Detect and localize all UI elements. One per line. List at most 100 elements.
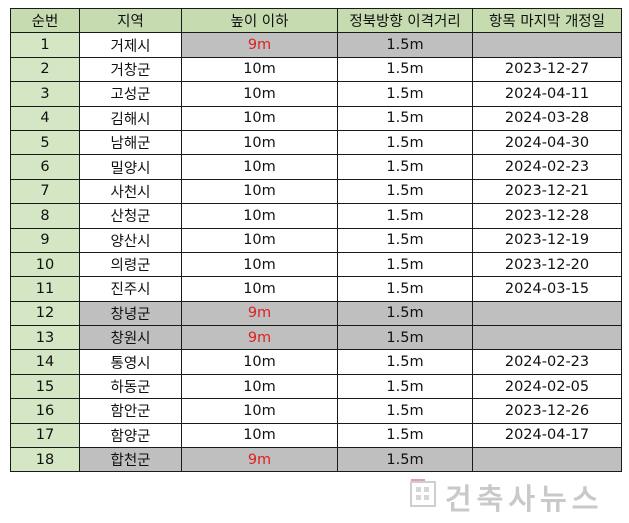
row-number: 1 (10, 32, 80, 58)
row-revision-date (472, 325, 622, 351)
row-height: 10m (181, 203, 338, 229)
row-number: 17 (10, 422, 80, 449)
row-height: 9m (181, 32, 338, 58)
row-distance: 1.5m (337, 203, 473, 229)
row-revision-date: 2023-12-21 (472, 178, 622, 205)
row-height: 10m (181, 422, 338, 449)
row-region: 김해시 (79, 105, 182, 131)
row-number: 5 (10, 129, 80, 156)
row-region: 거창군 (79, 56, 182, 83)
table-row: 6 밀양시 10m 1.5m 2024-02-23 (10, 154, 622, 180)
row-revision-date (472, 300, 622, 327)
table-row: 14 통영시 10m 1.5m 2024-02-23 (10, 349, 622, 375)
row-region: 진주시 (79, 276, 182, 302)
row-distance: 1.5m (337, 251, 473, 278)
row-revision-date: 2023-12-27 (472, 56, 622, 83)
row-distance: 1.5m (337, 447, 473, 473)
row-region: 통영시 (79, 349, 182, 375)
row-region: 합천군 (79, 447, 182, 473)
row-height: 9m (181, 447, 338, 473)
row-revision-date: 2023-12-28 (472, 203, 622, 229)
table-row: 13 창원시 9m 1.5m (10, 325, 622, 351)
row-distance: 1.5m (337, 178, 473, 205)
row-distance: 1.5m (337, 129, 473, 156)
row-height: 10m (181, 178, 338, 205)
row-region: 하동군 (79, 373, 182, 400)
row-revision-date: 2024-04-17 (472, 422, 622, 449)
table-row: 10 의령군 10m 1.5m 2023-12-20 (10, 251, 622, 278)
header-distance: 정북방향 이격거리 (337, 7, 473, 34)
watermark: 건축사뉴스 (409, 476, 619, 516)
row-region: 밀양시 (79, 154, 182, 180)
row-height: 10m (181, 56, 338, 83)
row-region: 사천시 (79, 178, 182, 205)
header-region: 지역 (79, 7, 182, 34)
row-height: 10m (181, 81, 338, 107)
row-number: 14 (10, 349, 80, 375)
row-distance: 1.5m (337, 56, 473, 83)
row-region: 거제시 (79, 32, 182, 58)
regulation-table: 순번 지역 높이 이하 정북방향 이격거리 항목 마지막 개정일 1 거제시 9m 1… (10, 7, 622, 473)
row-distance: 1.5m (337, 154, 473, 180)
row-revision-date: 2024-03-15 (472, 276, 622, 302)
header-number: 순번 (10, 7, 80, 34)
row-distance: 1.5m (337, 398, 473, 424)
row-revision-date: 2024-04-11 (472, 81, 622, 107)
row-distance: 1.5m (337, 81, 473, 107)
row-region: 함양군 (79, 422, 182, 449)
row-height: 9m (181, 300, 338, 327)
row-region: 산청군 (79, 203, 182, 229)
table-row: 2 거창군 10m 1.5m 2023-12-27 (10, 56, 622, 83)
watermark-text: 건축사뉴스 (445, 482, 604, 516)
row-distance: 1.5m (337, 349, 473, 375)
table-row: 16 함안군 10m 1.5m 2023-12-26 (10, 398, 622, 424)
row-number: 16 (10, 398, 80, 424)
row-height: 10m (181, 398, 338, 424)
table-row: 18 합천군 9m 1.5m (10, 447, 622, 473)
row-height: 9m (181, 325, 338, 351)
row-height: 10m (181, 227, 338, 253)
table-row: 9 양산시 10m 1.5m 2023-12-19 (10, 227, 622, 253)
row-number: 7 (10, 178, 80, 205)
table-row: 1 거제시 9m 1.5m (10, 32, 622, 58)
row-region: 함안군 (79, 398, 182, 424)
table-row: 8 산청군 10m 1.5m 2023-12-28 (10, 203, 622, 229)
row-distance: 1.5m (337, 276, 473, 302)
table-row: 11 진주시 10m 1.5m 2024-03-15 (10, 276, 622, 302)
row-number: 10 (10, 251, 80, 278)
row-height: 10m (181, 276, 338, 302)
row-distance: 1.5m (337, 325, 473, 351)
row-number: 2 (10, 56, 80, 83)
row-height: 10m (181, 154, 338, 180)
table-row: 3 고성군 10m 1.5m 2024-04-11 (10, 81, 622, 107)
row-height: 10m (181, 105, 338, 131)
row-revision-date: 2023-12-20 (472, 251, 622, 278)
row-revision-date: 2024-03-28 (472, 105, 622, 131)
row-height: 10m (181, 129, 338, 156)
row-number: 6 (10, 154, 80, 180)
table-body: 1 거제시 9m 1.5m 2 거창군 10m 1.5m 2023-12-27 3 고성군 10m 1.… (10, 32, 622, 473)
row-region: 창녕군 (79, 300, 182, 327)
row-distance: 1.5m (337, 422, 473, 449)
row-revision-date: 2024-02-23 (472, 154, 622, 180)
row-number: 11 (10, 276, 80, 302)
row-number: 4 (10, 105, 80, 131)
row-number: 18 (10, 447, 80, 473)
row-revision-date: 2024-02-23 (472, 349, 622, 375)
table-row: 17 함양군 10m 1.5m 2024-04-17 (10, 422, 622, 449)
row-revision-date: 2024-02-05 (472, 373, 622, 400)
header-revision-date: 항목 마지막 개정일 (472, 7, 622, 34)
building-logo-icon (410, 479, 436, 507)
row-region: 의령군 (79, 251, 182, 278)
row-region: 고성군 (79, 81, 182, 107)
row-distance: 1.5m (337, 105, 473, 131)
row-number: 9 (10, 227, 80, 253)
table-row: 12 창녕군 9m 1.5m (10, 300, 622, 327)
row-number: 3 (10, 81, 80, 107)
row-height: 10m (181, 373, 338, 400)
row-revision-date: 2023-12-26 (472, 398, 622, 424)
table-row: 5 남해군 10m 1.5m 2024-04-30 (10, 129, 622, 156)
row-height: 10m (181, 251, 338, 278)
row-revision-date (472, 32, 622, 58)
row-distance: 1.5m (337, 32, 473, 58)
